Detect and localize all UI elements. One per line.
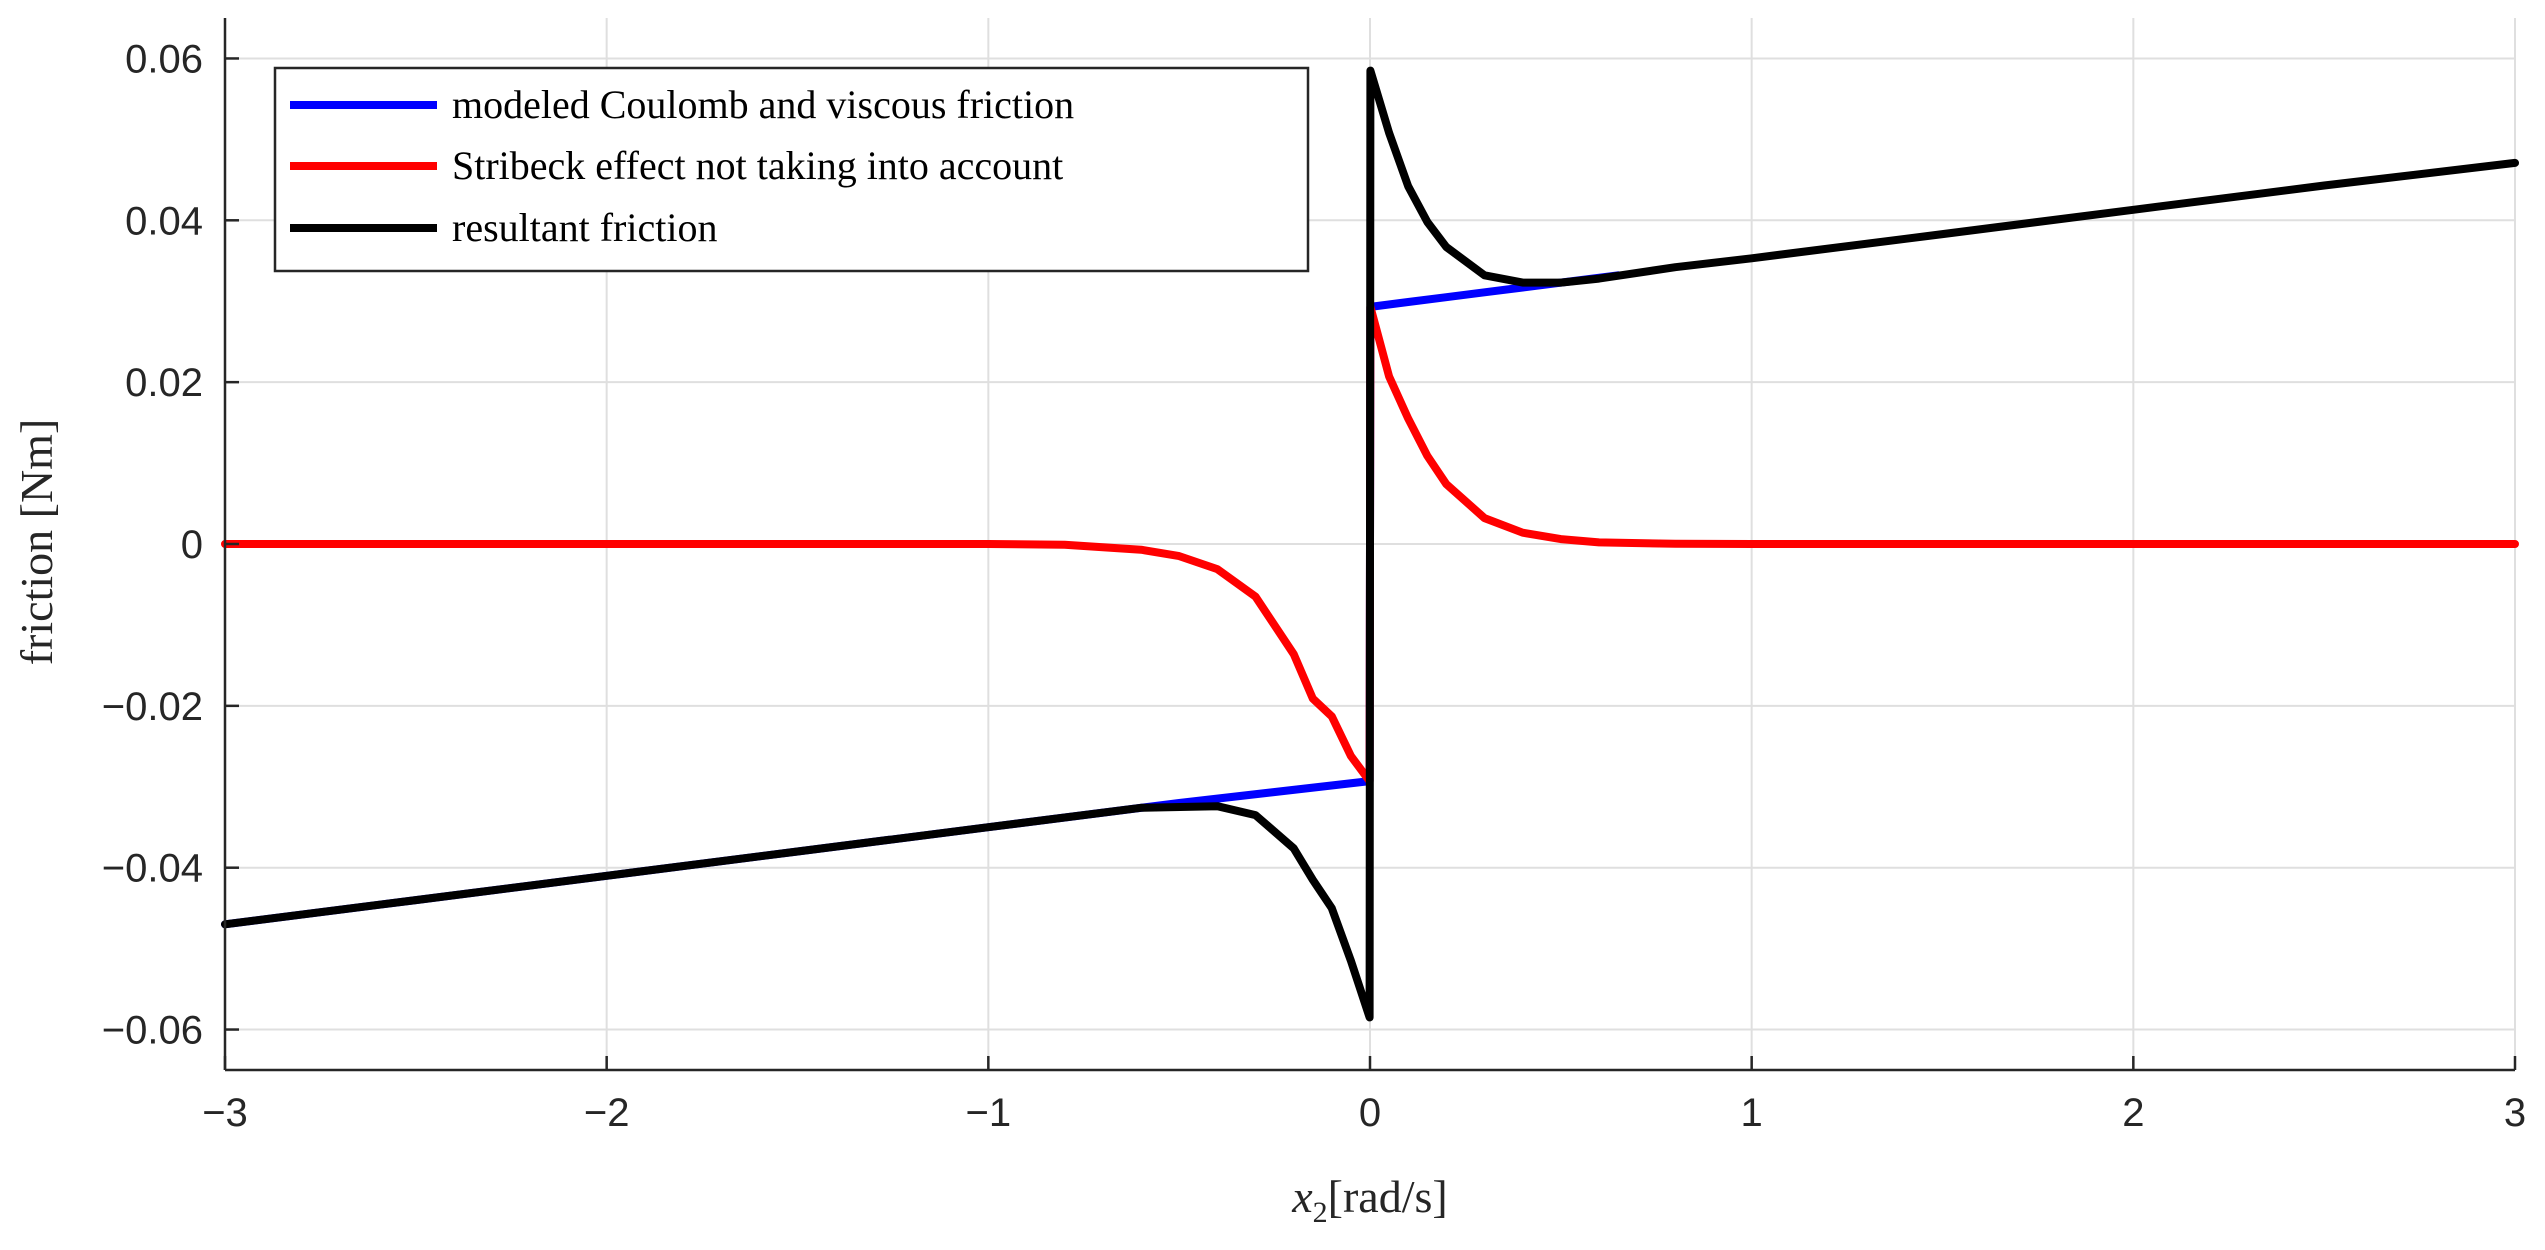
legend-label-stribeck: Stribeck effect not taking into account [452,143,1063,188]
y-tick-label: −0.02 [102,685,203,729]
y-tick-label: 0.06 [125,37,203,81]
x-axis-label: x2[rad/s] [1291,1171,1447,1229]
x-tick-label: 1 [1741,1091,1763,1135]
y-tick-label: 0.02 [125,361,203,405]
y-tick-label: 0.04 [125,199,203,243]
x-ticks: −3 −2 −1 0 1 2 3 [202,1056,2526,1135]
y-tick-label: 0 [181,523,203,567]
legend-box [273,66,1310,273]
x-tick-label: −1 [966,1091,1012,1135]
series-layer [221,66,2519,1022]
y-axis-label: friction [Nm] [11,419,62,666]
series-line-2 [221,66,2519,1022]
x-tick-label: −2 [584,1091,630,1135]
y-tick-label: −0.06 [102,1009,203,1053]
x-tick-label: 2 [2122,1091,2144,1135]
x-tick-label: 0 [1359,1091,1381,1135]
y-ticks: −0.06 −0.04 −0.02 0 0.02 0.04 0.06 [102,37,239,1053]
legend-label-resultant: resultant friction [452,205,717,250]
x-tick-label: −3 [202,1091,248,1135]
series-line-0 [221,271,1623,929]
x-tick-label: 3 [2504,1091,2526,1135]
legend: modeled Coulomb and viscous friction Str… [273,66,1310,273]
y-tick-label: −0.04 [102,847,203,891]
legend-label-coulomb-viscous: modeled Coulomb and viscous friction [452,82,1074,127]
